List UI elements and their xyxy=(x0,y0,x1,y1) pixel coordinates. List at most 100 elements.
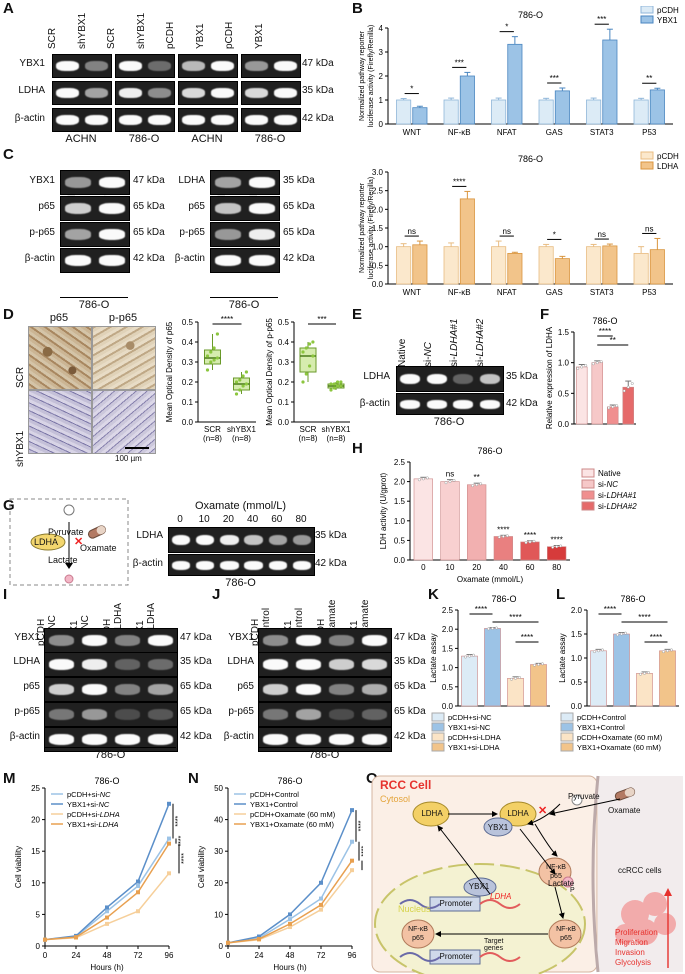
l-point xyxy=(643,671,646,675)
blot-g-bactin-band xyxy=(244,560,263,570)
l-legend-swatch xyxy=(560,742,574,752)
o-p65-3: p65 xyxy=(412,935,424,942)
blot-e-ldha-band xyxy=(426,373,447,385)
k-point xyxy=(487,627,490,631)
n-point xyxy=(350,808,354,813)
blot-a-ldha xyxy=(178,81,238,105)
row-label-j-ybx1: YBX1 xyxy=(228,632,254,643)
blot-c-right-ldha xyxy=(210,170,280,195)
o-lactate: Lactate xyxy=(548,879,575,888)
h-point xyxy=(497,535,501,539)
k-point xyxy=(464,655,467,659)
d-box1-y-tick-label: 0.1 xyxy=(182,398,194,407)
f-legend-label: si-LDHA#2 xyxy=(598,502,637,511)
blot-j-p65 xyxy=(258,677,392,702)
blot-c-right-bactin xyxy=(210,248,280,273)
l-point xyxy=(601,648,604,652)
n-x-tick-label: 72 xyxy=(317,951,326,960)
n-point xyxy=(319,902,323,907)
blot-a-bactin-band xyxy=(148,115,171,125)
blot-a-ldha-band xyxy=(56,88,79,98)
blot-g-ldha-band xyxy=(244,534,263,546)
lane-label-e: si-NC xyxy=(423,341,434,367)
b-bottom-legend-swatch xyxy=(640,161,654,170)
h-point xyxy=(421,477,425,481)
m-point xyxy=(105,915,109,920)
blot-a-ybx1 xyxy=(241,54,301,78)
chart-f: 0.0 0.5 1.0 1.5 786-O Relative expression of … xyxy=(545,316,636,429)
k-bar xyxy=(484,628,501,707)
blot-j-p65-band xyxy=(295,684,322,695)
o-p65-1: p65 xyxy=(550,873,562,880)
ihc-image-scr-p65 xyxy=(28,326,92,390)
blot-g-bactin-band xyxy=(196,560,215,570)
m-sig: **** xyxy=(181,853,185,864)
f-sig: ** xyxy=(610,336,616,345)
f-legend-label: si-LDHA#1 xyxy=(598,491,637,500)
blot-a-ybx1-band xyxy=(211,61,234,71)
k-legend-swatch xyxy=(431,732,445,742)
kda-42-e: 42 kDa xyxy=(506,398,538,409)
row-label-j-bactin: β-actin xyxy=(223,731,254,742)
o-ldha-1: LDHA xyxy=(421,809,443,818)
row-label-c-pp65: p-p65 xyxy=(29,227,55,238)
b-top-ylabel: luciferase activity (Firefly/Renilla) xyxy=(368,25,375,127)
blot-i-ybx1-band xyxy=(114,635,141,646)
blot-j-ybx1-band xyxy=(262,635,289,646)
cell-line-achn-1: ACHN xyxy=(65,133,97,145)
b-top-bar xyxy=(443,99,459,125)
n-y-tick-label: 20 xyxy=(214,879,223,888)
h-sig: **** xyxy=(524,531,536,540)
d-box1-x-n: (n=8) xyxy=(203,434,222,443)
k-legend-label: YBX1+si-NC xyxy=(448,723,491,732)
b-bottom-y-tick-label: 1.5 xyxy=(372,224,384,233)
k-y-tick-label: 1.5 xyxy=(442,644,454,653)
l-y-tick-label: 1.0 xyxy=(571,654,583,663)
h-x-tick-label: 60 xyxy=(526,563,535,572)
h-bar xyxy=(467,484,487,561)
kda-i: 42 kDa xyxy=(180,731,212,742)
k-sig: **** xyxy=(509,613,521,622)
panel-label-i: I xyxy=(3,586,8,603)
n-x-tick-label: 24 xyxy=(255,951,264,960)
b-top-x-tick-label: STAT3 xyxy=(590,128,614,137)
blot-a-ldha-band xyxy=(182,88,205,98)
m-title: 786-O xyxy=(94,776,119,786)
h-point xyxy=(452,478,456,482)
n-point xyxy=(319,880,323,885)
row-label-c-p65: p65 xyxy=(38,201,55,212)
l-point xyxy=(597,649,600,653)
blot-g-bactin-band xyxy=(171,560,191,570)
b-bottom-bar xyxy=(586,246,602,285)
o-nfkb-1: NF-κB xyxy=(546,864,566,871)
m-legend-label: YBX1+si-NC xyxy=(67,800,110,809)
d-box2-point xyxy=(339,380,343,384)
cell-line-achn-2: ACHN xyxy=(191,133,223,145)
blot-i-ybx1-band xyxy=(48,635,75,646)
f-y-tick-label: 0.5 xyxy=(558,389,570,398)
k-point xyxy=(518,675,521,679)
d-box1-box xyxy=(204,349,221,365)
f-point xyxy=(591,362,595,366)
d-box1-point xyxy=(234,392,239,396)
f-bar xyxy=(576,366,588,425)
blot-e-bactin-band xyxy=(400,399,421,409)
dose-label: 10 xyxy=(198,514,210,525)
d-box1-x-tick-label: shYBX1 xyxy=(227,425,256,434)
o-nucleus: Nucleus xyxy=(398,904,431,914)
n-legend-label: YBX1+Oxamate (60 mM) xyxy=(250,820,334,829)
oxamate-diagram: ✕ xyxy=(9,498,129,586)
blot-a-ybx1 xyxy=(52,54,112,78)
b-bottom-y-tick-label: 2.5 xyxy=(372,187,384,196)
h-sig: **** xyxy=(550,535,562,544)
row-label-i-ldha: LDHA xyxy=(13,656,40,667)
blot-c-right-p65 xyxy=(210,196,280,221)
d-box1-x-n: (n=8) xyxy=(232,434,251,443)
m-point xyxy=(105,921,109,926)
b-top-bar xyxy=(633,99,649,125)
kda-j: 35 kDa xyxy=(394,656,426,667)
blot-e-ldha-band xyxy=(479,373,500,385)
n-point xyxy=(288,921,292,926)
lane-label-a: YBX1 xyxy=(253,23,265,49)
m-y-tick-label: 25 xyxy=(31,784,40,793)
